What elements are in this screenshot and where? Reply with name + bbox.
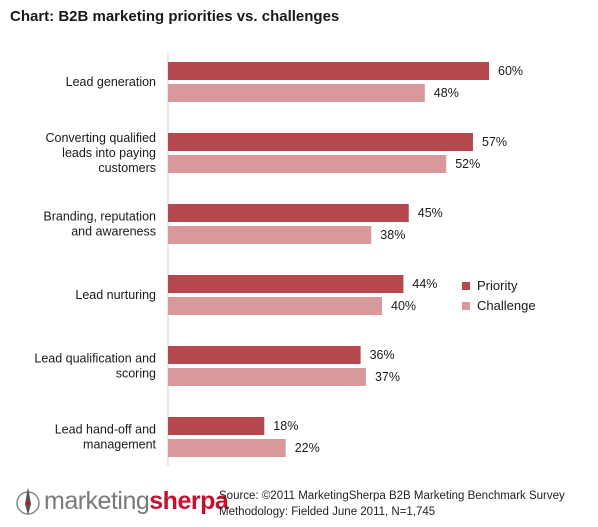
chart-svg: Lead generation 60% 48% Converting qualifie… xyxy=(34,53,536,466)
priority-bar xyxy=(168,204,409,222)
legend: Priority Challenge xyxy=(462,278,536,313)
value-label: 38% xyxy=(380,228,405,242)
value-label: 40% xyxy=(391,299,416,313)
logo-sherpa: sherpa xyxy=(149,486,229,515)
legend-swatch-priority xyxy=(462,282,470,290)
challenge-bar xyxy=(168,155,447,173)
source-note: Source: ©2011 MarketingSherpa B2B Market… xyxy=(219,488,565,520)
legend-label-priority: Priority xyxy=(477,278,518,293)
logo-marketing: marketing xyxy=(44,486,150,515)
category-label: Lead qualification and xyxy=(34,352,156,366)
category-label: Branding, reputation xyxy=(43,210,156,224)
value-label: 60% xyxy=(498,64,523,78)
category-label: scoring xyxy=(116,367,156,381)
marketingsherpa-logo: marketingsherpa xyxy=(14,484,229,518)
challenge-bar xyxy=(168,439,286,457)
bars-group: Lead generation 60% 48% Converting qualifie… xyxy=(34,53,523,466)
chart-title: Chart: B2B marketing priorities vs. chal… xyxy=(10,8,340,25)
priority-bar xyxy=(168,346,361,364)
priority-bar xyxy=(168,133,473,151)
challenge-bar xyxy=(168,84,425,102)
value-label: 57% xyxy=(482,135,507,149)
value-label: 44% xyxy=(412,277,437,291)
priority-bar xyxy=(168,275,404,293)
value-label: 52% xyxy=(455,157,480,171)
legend-label-challenge: Challenge xyxy=(477,298,536,313)
value-label: 48% xyxy=(434,86,459,100)
category-label: Lead nurturing xyxy=(75,288,156,302)
challenge-bar xyxy=(168,226,372,244)
category-label: Lead hand-off and xyxy=(55,423,156,437)
value-label: 45% xyxy=(418,206,443,220)
category-label: and awareness xyxy=(71,225,156,239)
source-line: Source: ©2011 MarketingSherpa B2B Market… xyxy=(219,490,565,502)
methodology-line: Methodology: Fielded June 2011, N=1,745 xyxy=(219,506,436,518)
legend-swatch-challenge xyxy=(462,302,470,310)
priority-bar xyxy=(168,417,265,435)
value-label: 22% xyxy=(295,441,320,455)
priority-bar xyxy=(168,62,489,80)
value-label: 18% xyxy=(273,419,298,433)
compass-logo-icon xyxy=(16,487,40,515)
value-label: 37% xyxy=(375,370,400,384)
category-label: management xyxy=(83,438,156,452)
category-label: customers xyxy=(98,161,156,175)
category-label: leads into paying xyxy=(62,146,156,160)
challenge-bar xyxy=(168,297,382,315)
challenge-bar xyxy=(168,368,366,386)
value-label: 36% xyxy=(370,348,395,362)
category-label: Lead generation xyxy=(66,75,156,89)
category-label: Converting qualified xyxy=(46,131,157,145)
logo-text: marketingsherpa xyxy=(44,486,229,515)
